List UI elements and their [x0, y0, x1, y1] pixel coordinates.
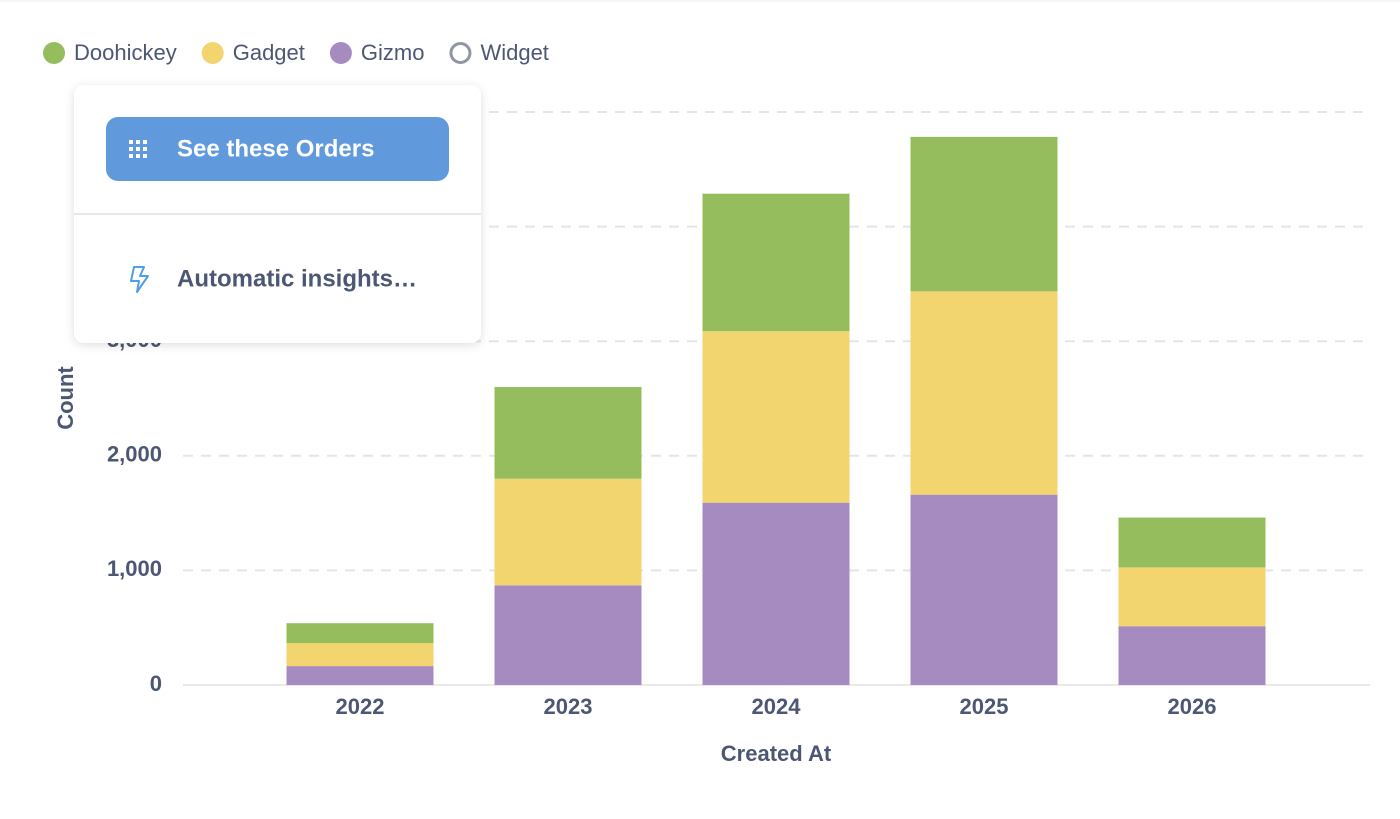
x-tick-label: 2025 — [960, 694, 1009, 719]
legend-swatch — [43, 42, 65, 64]
y-tick-label: 2,000 — [107, 442, 162, 467]
legend-label[interactable]: Doohickey — [74, 40, 177, 65]
grid-icon — [129, 140, 147, 158]
bar-segment — [286, 666, 434, 685]
bars — [286, 136, 1266, 685]
popover: See these Orders Automatic insights… — [74, 85, 481, 343]
bar-segment — [494, 478, 642, 586]
legend-label[interactable]: Gizmo — [361, 40, 425, 65]
legend: Doohickey Gadget Gizmo Widget — [43, 40, 549, 65]
legend-label[interactable]: Widget — [480, 40, 548, 65]
y-axis-label: Count — [53, 366, 78, 430]
insights-action[interactable]: Automatic insights… — [177, 265, 417, 292]
lightning-icon — [130, 266, 149, 293]
bar-segment — [910, 494, 1058, 685]
bar-segment — [1118, 567, 1266, 627]
bar-segment — [702, 193, 850, 332]
bar-segment — [286, 643, 434, 667]
bar-segment — [494, 387, 642, 479]
see-orders-button[interactable] — [106, 117, 449, 181]
x-axis-label: Created At — [721, 741, 832, 766]
legend-label[interactable]: Gadget — [233, 40, 305, 65]
bar-segment — [494, 585, 642, 685]
x-tick-label: 2024 — [752, 694, 802, 719]
see-orders-label[interactable]: See these Orders — [177, 135, 374, 162]
x-tick-label: 2026 — [1168, 694, 1217, 719]
bar-segment — [1118, 626, 1266, 685]
y-tick-label: 0 — [150, 671, 162, 696]
legend-swatch — [449, 42, 472, 64]
bar-segment — [702, 502, 850, 685]
bar-segment — [910, 136, 1058, 292]
bar-segment — [1118, 517, 1266, 568]
x-tick-label: 2023 — [544, 694, 593, 719]
bar-segment — [286, 623, 434, 644]
bar-segment — [910, 291, 1058, 495]
bar-segment — [702, 331, 850, 503]
x-tick-label: 2022 — [336, 694, 385, 719]
legend-swatch — [201, 42, 224, 64]
y-tick-label: 1,000 — [107, 556, 162, 581]
legend-swatch — [329, 42, 352, 64]
